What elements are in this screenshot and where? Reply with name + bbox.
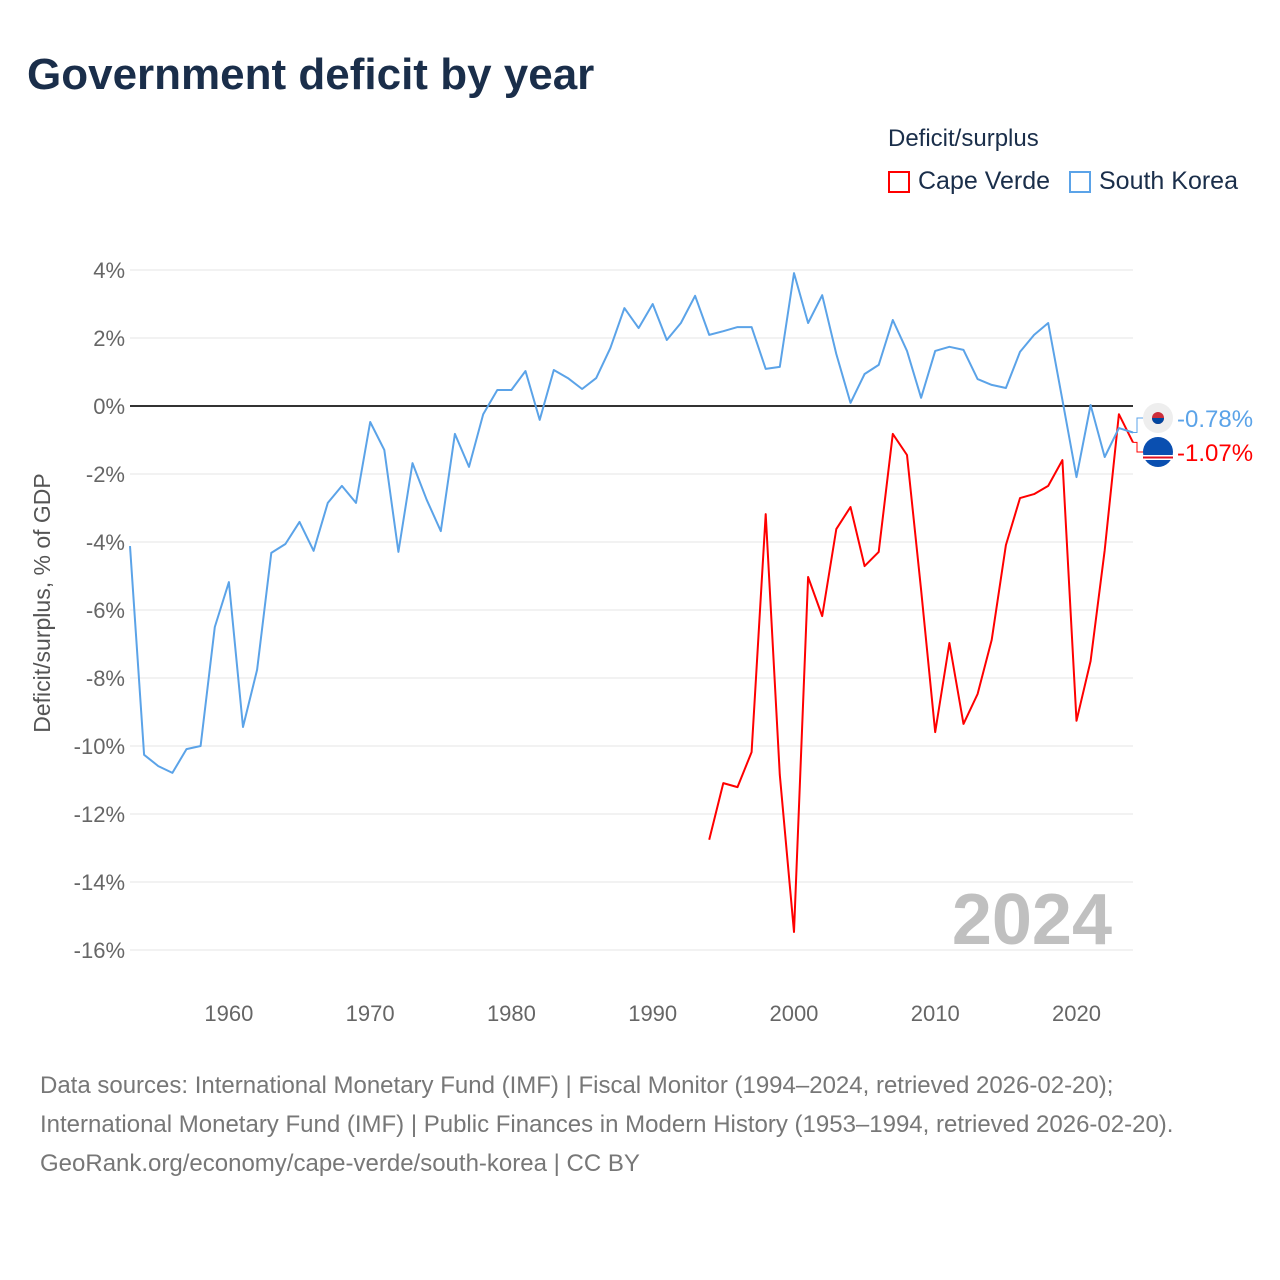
x-tick-label: 2000 [769,1001,818,1026]
credit-link[interactable]: GeoRank.org/economy/cape-verde/south-kor… [40,1150,640,1177]
series-line-cape-verde [708,413,1134,933]
south-korea-flag-icon [1143,403,1173,433]
year-watermark: 2024 [952,880,1112,960]
y-tick-label: 4% [93,258,125,283]
legend-item-cape-verde[interactable]: Cape Verde [888,167,1050,196]
end-connector [1133,441,1143,453]
x-tick-label: 1980 [487,1001,536,1026]
y-tick-label: -6% [86,598,125,623]
legend-swatch [1069,170,1091,193]
cape-verde-flag-icon [1143,437,1173,467]
x-tick-label: 1990 [628,1001,677,1026]
legend-item-south-korea[interactable]: South Korea [1069,167,1238,196]
legend-swatch [888,170,910,193]
flag-disc [1143,437,1173,467]
y-tick-label: 2% [93,326,125,351]
y-tick-label: -4% [86,530,125,555]
end-value-label: -1.07% [1177,440,1253,467]
series-line-south-korea [129,272,1134,774]
y-tick-label: 0% [93,394,125,419]
end-value-label: -0.78% [1177,406,1253,433]
y-tick-label: -16% [74,938,125,963]
y-tick-label: -14% [74,870,125,895]
legend-label: South Korea [1099,167,1238,195]
x-tick-label: 2010 [911,1001,960,1026]
y-tick-label: -12% [74,802,125,827]
x-tick-label: 1960 [204,1001,253,1026]
y-tick-label: -10% [74,734,125,759]
y-tick-label: -2% [86,462,125,487]
footer: Data sources: International Monetary Fun… [40,1066,1240,1183]
legend-title: Deficit/surplus [888,125,1039,152]
x-tick-label: 2020 [1052,1001,1101,1026]
page-title: Government deficit by year [27,50,595,99]
end-connector [1133,417,1143,434]
flag-taegeuk-blue [1152,418,1164,424]
y-axis-label: Deficit/surplus, % of GDP [29,473,55,732]
x-tick-label: 1970 [346,1001,395,1026]
legend-label: Cape Verde [918,167,1051,195]
data-sources: Data sources: International Monetary Fun… [40,1072,1174,1138]
y-tick-label: -8% [86,666,125,691]
flag-stripe [1143,456,1173,459]
